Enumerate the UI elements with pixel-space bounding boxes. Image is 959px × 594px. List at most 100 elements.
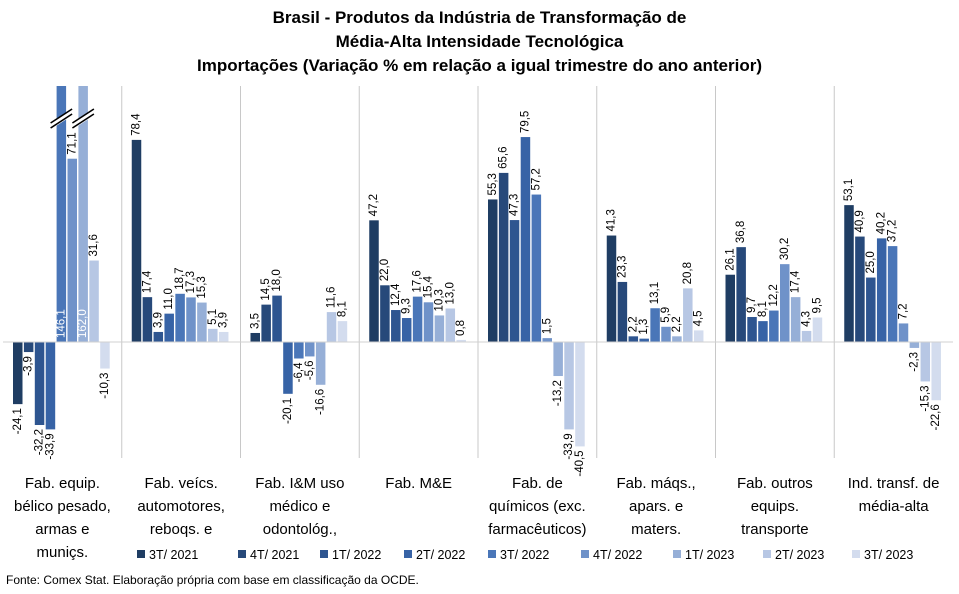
bar — [142, 297, 153, 342]
data-label: 23,3 — [616, 256, 628, 278]
data-label: -2,3 — [908, 352, 920, 372]
category-label: automotores, — [137, 498, 225, 515]
data-label: 9,7 — [746, 297, 758, 313]
data-label: 1,3 — [638, 319, 650, 335]
category-label: médico e — [269, 498, 330, 515]
category-label: média-alta — [859, 498, 930, 515]
bar — [23, 342, 34, 353]
legend-swatch — [404, 550, 412, 558]
bar — [456, 339, 466, 342]
data-label: -10,3 — [99, 373, 111, 399]
data-label: -6,4 — [293, 362, 305, 382]
axis-break-mask — [48, 109, 74, 129]
bar — [78, 86, 88, 342]
bar — [250, 332, 260, 342]
category-label: muniçs. — [37, 544, 89, 561]
bar — [305, 342, 315, 357]
data-label: 4,3 — [801, 311, 813, 327]
bar — [606, 235, 617, 342]
bar — [56, 86, 67, 342]
bar — [131, 139, 142, 342]
bar — [337, 321, 348, 342]
data-label: -32,2 — [34, 429, 46, 455]
bar — [909, 342, 920, 348]
bar — [488, 199, 498, 342]
data-label: 7,2 — [898, 303, 910, 319]
bar — [283, 342, 293, 394]
category-label: Fab. outros — [737, 475, 813, 492]
data-label: 8,1 — [336, 301, 348, 317]
data-label: -15,3 — [919, 385, 931, 411]
data-label: 0,8 — [455, 320, 467, 336]
category-label: Fab. M&E — [385, 475, 452, 492]
data-label: 37,2 — [887, 220, 899, 242]
category-label: farmacêuticos) — [488, 521, 586, 538]
data-label: 36,8 — [735, 221, 747, 243]
data-label: 13,0 — [444, 282, 456, 304]
data-label: 3,5 — [249, 313, 261, 329]
bar — [326, 312, 337, 342]
category-label: transporte — [741, 521, 809, 538]
data-label: 2,2 — [627, 316, 639, 332]
data-label: 79,5 — [519, 111, 531, 133]
data-label: 57,2 — [530, 168, 542, 190]
data-label: -33,9 — [563, 433, 575, 459]
data-label: 30,2 — [779, 238, 791, 260]
category-label: Fab. veícs. — [144, 475, 217, 492]
data-label: 3,9 — [152, 312, 164, 328]
bar — [531, 194, 542, 342]
legend-label: 3T/ 2021 — [149, 548, 198, 562]
bar — [261, 304, 271, 342]
data-label: 25,0 — [865, 251, 877, 273]
data-label: 4,5 — [693, 310, 705, 326]
bar — [780, 264, 790, 342]
source-note: Fonte: Comex Stat. Elaboração própria co… — [6, 573, 419, 587]
bar — [876, 238, 887, 342]
category-label: Fab. I&M uso — [255, 475, 344, 492]
category-label: Fab. equip. — [25, 475, 100, 492]
legend-swatch — [488, 550, 496, 558]
data-label: 40,9 — [854, 210, 866, 232]
bar — [812, 317, 823, 342]
data-label: 55,3 — [487, 173, 499, 195]
data-label: 20,8 — [682, 262, 694, 284]
category-label: odontológ., — [263, 521, 337, 538]
data-label: 40,2 — [876, 212, 888, 234]
legend-label: 3T/ 2023 — [864, 548, 913, 562]
axis-break-mark — [50, 113, 73, 129]
bar — [564, 342, 574, 430]
category-label: reboqs. e — [150, 521, 213, 538]
bar — [931, 342, 941, 401]
bar — [553, 342, 563, 377]
bar — [45, 342, 56, 430]
bar — [736, 247, 746, 342]
bar — [315, 342, 326, 385]
bar — [650, 308, 660, 342]
bar — [790, 297, 801, 342]
category-label: químicos (exc. — [489, 498, 586, 515]
bar — [509, 220, 520, 342]
data-label: 8,1 — [757, 301, 769, 317]
legend-swatch — [852, 550, 860, 558]
category-label: apars. e — [629, 498, 683, 515]
data-label: 41,3 — [606, 209, 618, 231]
data-label: -3,9 — [23, 356, 35, 376]
data-label: 22,0 — [379, 259, 391, 281]
bar — [575, 342, 585, 447]
axis-break-mask — [70, 109, 96, 129]
data-label: 65,6 — [498, 147, 510, 169]
bar — [898, 323, 909, 342]
category-label: Ind. transf. de — [848, 475, 940, 492]
bar — [520, 137, 531, 342]
data-label: 12,4 — [390, 283, 402, 306]
data-label: 53,1 — [843, 179, 855, 201]
bar — [801, 330, 812, 342]
category-label: equips. — [751, 498, 799, 515]
bar — [218, 331, 229, 342]
bar — [294, 342, 304, 359]
bar — [100, 342, 110, 369]
legend-swatch — [320, 550, 328, 558]
data-label: 15,3 — [196, 276, 208, 298]
data-label: 26,1 — [724, 248, 736, 270]
bar — [747, 316, 757, 342]
